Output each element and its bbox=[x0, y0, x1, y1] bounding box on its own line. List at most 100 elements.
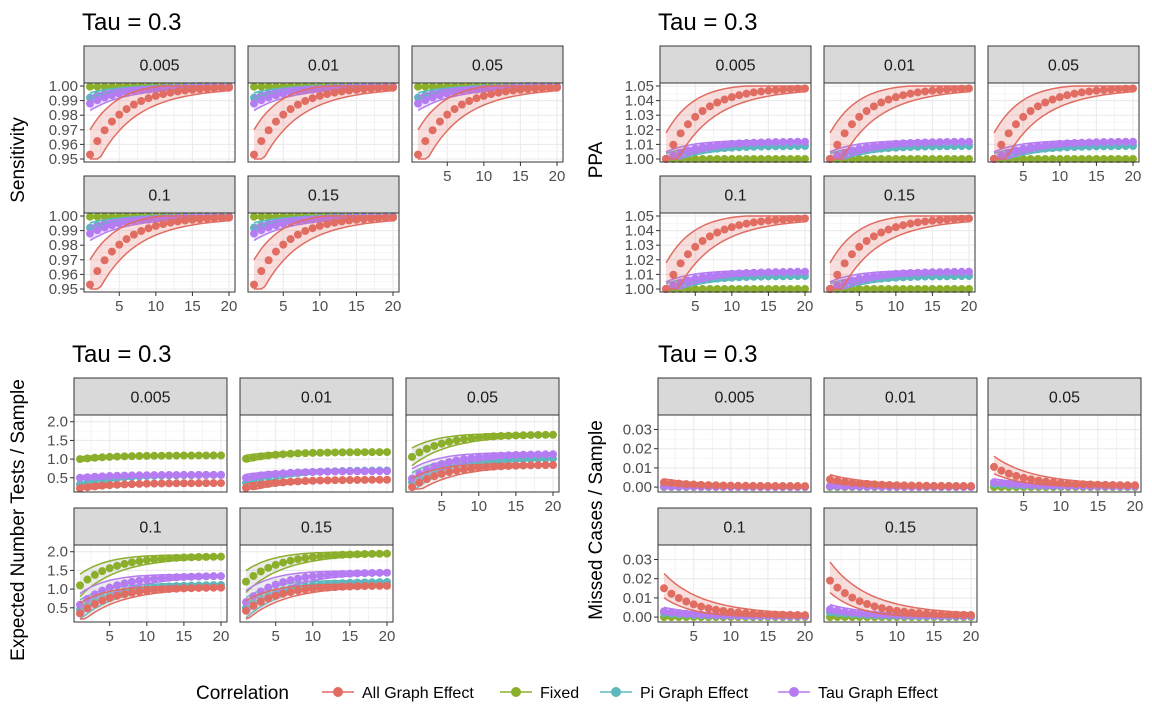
data-point bbox=[683, 250, 692, 259]
facet-strip bbox=[247, 45, 400, 84]
data-point bbox=[869, 102, 878, 111]
panel-border bbox=[411, 82, 564, 163]
data-point bbox=[541, 430, 550, 439]
legend-item[interactable]: Tau Graph Effect bbox=[778, 685, 938, 702]
data-point bbox=[847, 120, 856, 129]
data-point bbox=[308, 572, 317, 581]
data-point bbox=[1077, 155, 1086, 163]
data-point bbox=[779, 137, 788, 146]
data-point bbox=[884, 140, 893, 149]
data-point bbox=[135, 576, 144, 585]
x-tick-label: 5 bbox=[691, 298, 699, 315]
data-point bbox=[1092, 86, 1101, 95]
y-tick-label: 1.02 bbox=[625, 252, 654, 269]
facet-strip bbox=[987, 45, 1140, 84]
data-point bbox=[801, 285, 809, 293]
data-point bbox=[209, 451, 218, 460]
data-point bbox=[727, 285, 736, 293]
data-point bbox=[107, 221, 116, 230]
data-point bbox=[360, 569, 369, 578]
data-point bbox=[264, 223, 273, 232]
data-point bbox=[1063, 91, 1072, 100]
data-point bbox=[899, 221, 908, 230]
data-point bbox=[279, 589, 288, 598]
data-point bbox=[381, 213, 390, 222]
data-point bbox=[279, 478, 288, 487]
data-point bbox=[763, 481, 772, 490]
data-point bbox=[308, 553, 317, 562]
data-point bbox=[293, 230, 302, 239]
data-point bbox=[338, 467, 347, 476]
legend-item[interactable]: All Graph Effect bbox=[322, 685, 474, 702]
data-point bbox=[855, 274, 864, 283]
data-point bbox=[422, 444, 431, 453]
data-point bbox=[713, 141, 722, 150]
data-point bbox=[913, 268, 922, 277]
data-point bbox=[1093, 480, 1102, 489]
data-point bbox=[375, 568, 384, 577]
facet-label: 0.05 bbox=[467, 390, 498, 407]
data-point bbox=[286, 105, 295, 114]
data-point bbox=[676, 129, 685, 138]
data-point bbox=[704, 604, 713, 613]
data-point bbox=[187, 451, 196, 460]
data-point bbox=[331, 551, 340, 560]
data-point bbox=[727, 155, 736, 163]
data-point bbox=[194, 470, 203, 479]
data-point bbox=[786, 85, 795, 94]
x-tick-label: 15 bbox=[512, 168, 529, 185]
data-point bbox=[83, 604, 92, 613]
data-point bbox=[943, 85, 952, 94]
data-point bbox=[674, 479, 683, 488]
data-point bbox=[360, 467, 369, 476]
data-point bbox=[345, 86, 354, 95]
x-tick-label: 10 bbox=[887, 298, 904, 315]
data-point bbox=[315, 91, 324, 100]
x-tick-label: 20 bbox=[385, 298, 402, 315]
data-point bbox=[526, 431, 535, 440]
y-tick-label: 0.01 bbox=[623, 590, 652, 607]
data-point bbox=[1026, 107, 1035, 116]
data-point bbox=[86, 150, 94, 159]
data-point bbox=[474, 433, 483, 442]
data-point bbox=[172, 573, 181, 582]
data-point bbox=[489, 452, 498, 461]
legend-item[interactable]: Fixed bbox=[500, 685, 579, 702]
data-point bbox=[1063, 155, 1072, 163]
data-point bbox=[150, 451, 159, 460]
data-point bbox=[242, 577, 250, 586]
data-point bbox=[786, 137, 795, 146]
y-tick-label: 0.00 bbox=[623, 479, 652, 496]
data-point bbox=[375, 448, 384, 457]
data-point bbox=[150, 574, 159, 583]
data-point bbox=[217, 552, 225, 561]
data-point bbox=[120, 471, 129, 480]
data-point bbox=[855, 155, 864, 163]
data-point bbox=[115, 110, 124, 119]
x-tick-label: 15 bbox=[508, 498, 525, 515]
ci-band-all-graph-effect bbox=[994, 86, 1133, 159]
data-point bbox=[293, 449, 302, 458]
data-point bbox=[135, 471, 144, 480]
data-point bbox=[921, 285, 930, 293]
legend-item[interactable]: Pi Graph Effect bbox=[600, 685, 749, 702]
data-point bbox=[801, 137, 809, 146]
data-point bbox=[107, 247, 116, 256]
data-point bbox=[928, 155, 937, 163]
data-point bbox=[734, 608, 743, 617]
data-point bbox=[749, 218, 758, 227]
data-point bbox=[1129, 155, 1137, 163]
x-tick-label: 20 bbox=[545, 498, 562, 515]
data-point bbox=[345, 476, 354, 485]
data-point bbox=[801, 611, 809, 620]
data-point bbox=[727, 269, 736, 278]
data-point bbox=[279, 469, 288, 478]
data-point bbox=[209, 479, 218, 488]
data-point bbox=[1049, 478, 1058, 487]
data-point bbox=[286, 556, 295, 565]
data-point bbox=[676, 259, 685, 268]
data-point bbox=[713, 271, 722, 280]
data-point bbox=[323, 570, 332, 579]
